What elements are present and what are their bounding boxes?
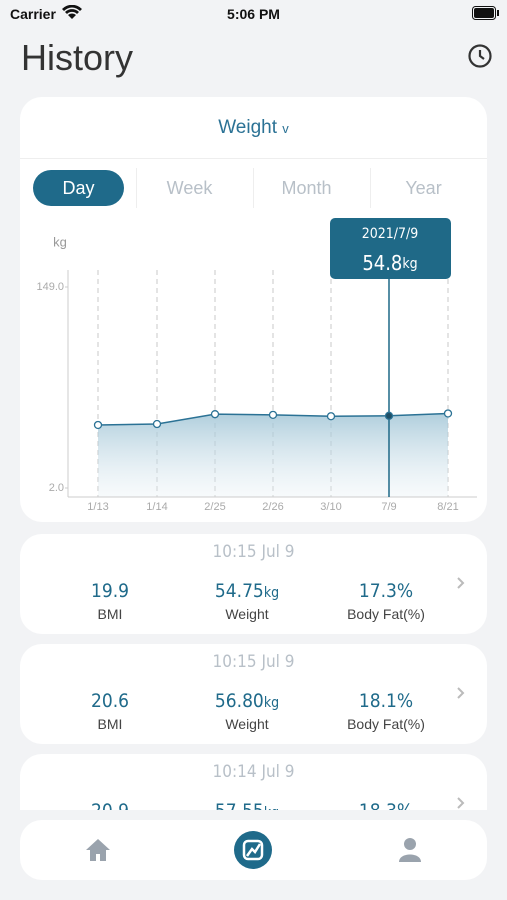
unit: kg xyxy=(263,695,280,711)
value: 20.6 xyxy=(90,690,130,712)
x-tick-label: 8/21 xyxy=(437,501,458,513)
x-tick-label: 3/10 xyxy=(320,501,341,513)
chevron xyxy=(457,577,465,589)
record-value: 18.1% xyxy=(306,690,466,712)
point xyxy=(210,410,220,419)
point xyxy=(93,420,103,430)
area xyxy=(98,413,448,497)
period-tab[interactable]: Week xyxy=(166,178,213,198)
x-tick-label: 1/14 xyxy=(146,501,167,513)
tooltip-unit: kg xyxy=(402,256,417,272)
record-label: Weight xyxy=(225,606,269,622)
period-tab[interactable]: Month xyxy=(281,178,332,198)
tab-separator xyxy=(370,168,371,208)
value: 17.3% xyxy=(358,580,414,602)
point xyxy=(268,410,278,419)
point xyxy=(152,419,162,429)
record-value: 19.9 xyxy=(30,580,190,602)
tooltip-date: 2021/7/9 xyxy=(362,226,419,242)
record-time: 10:14 Jul 9 xyxy=(212,762,295,782)
tab-separator xyxy=(136,168,137,208)
record-time: 10:15 Jul 9 xyxy=(212,652,295,672)
record-value: 20.9 xyxy=(30,800,190,810)
tooltip-number: 54.8 xyxy=(362,251,402,275)
tooltip xyxy=(330,218,451,279)
unit: kg xyxy=(264,805,279,810)
record-label: BMI xyxy=(97,606,123,622)
record-card[interactable]: 10:15 Jul 9 20.6 BMI 56.80kg Weight 18.1% Body… xyxy=(20,644,487,744)
selector-caret: v xyxy=(282,121,289,136)
record-value: 56.80kg xyxy=(167,690,327,712)
value: 56.80 xyxy=(214,690,264,712)
value: 57.55 xyxy=(215,800,264,810)
carrier: Carrier xyxy=(10,6,56,22)
x-tick-label: 1/13 xyxy=(87,501,108,513)
clock: 5:06 PM xyxy=(227,6,280,22)
tooltip-value: 54.8kg xyxy=(362,251,417,275)
x-tick-label: 2/25 xyxy=(204,501,225,513)
record-label: BMI xyxy=(97,716,123,732)
tab-bar xyxy=(20,820,487,880)
point xyxy=(326,412,336,421)
record-value: 20.6 xyxy=(30,690,190,712)
value: 18.1% xyxy=(358,690,414,712)
y-tick-label: 149.0 xyxy=(36,281,64,293)
unit: kg xyxy=(263,585,280,601)
record-card[interactable]: 10:14 Jul 920.9BMI57.55kgWeight18.3%Body… xyxy=(20,754,487,810)
value: 20.9 xyxy=(91,800,129,810)
divider xyxy=(20,158,487,159)
record-label: Body Fat(%) xyxy=(347,606,425,622)
records-list: 10:15 Jul 9 19.9 BMI 54.75kg Weight 17.3% Body… xyxy=(0,530,507,810)
metric-selector[interactable]: Weight v xyxy=(20,117,487,139)
tab-separator xyxy=(253,168,254,208)
selector-label: Weight xyxy=(218,117,277,138)
record-label: Weight xyxy=(225,716,269,732)
record-value: 17.3% xyxy=(306,580,466,602)
record-value: 57.55kg xyxy=(167,800,327,810)
x-tick-label: 2/26 xyxy=(262,501,283,513)
y-unit: kg xyxy=(53,234,67,249)
history-button[interactable] xyxy=(467,43,493,69)
point xyxy=(443,409,453,418)
chevron xyxy=(457,687,465,699)
record-time: 10:15 Jul 9 xyxy=(212,542,295,562)
history-tab[interactable] xyxy=(234,831,272,869)
record-value: 18.3% xyxy=(306,800,466,810)
profile-tab[interactable] xyxy=(398,837,422,863)
y-tick-label: 2.0 xyxy=(49,482,64,494)
chevron xyxy=(457,797,465,809)
period-tab[interactable]: Year xyxy=(405,178,442,198)
home-tab[interactable] xyxy=(84,837,112,863)
value: 54.75 xyxy=(214,580,264,602)
period-tab[interactable]: Day xyxy=(33,170,124,206)
value: 18.3% xyxy=(359,800,413,810)
value: 19.9 xyxy=(90,580,130,602)
wifi-icon xyxy=(62,5,82,19)
chart: kg 2.0 149.0 1/13 1/14 2/25 2/26 3/10 7/9 8/21 202… xyxy=(36,218,477,513)
record-card[interactable]: 10:15 Jul 9 19.9 BMI 54.75kg Weight 17.3% Body… xyxy=(20,534,487,634)
record-label: Body Fat(%) xyxy=(347,716,425,732)
point xyxy=(384,411,394,420)
page-title: History xyxy=(21,37,134,78)
record-value: 54.75kg xyxy=(167,580,327,602)
x-tick-label: 7/9 xyxy=(381,501,396,513)
battery-icon xyxy=(472,6,499,20)
